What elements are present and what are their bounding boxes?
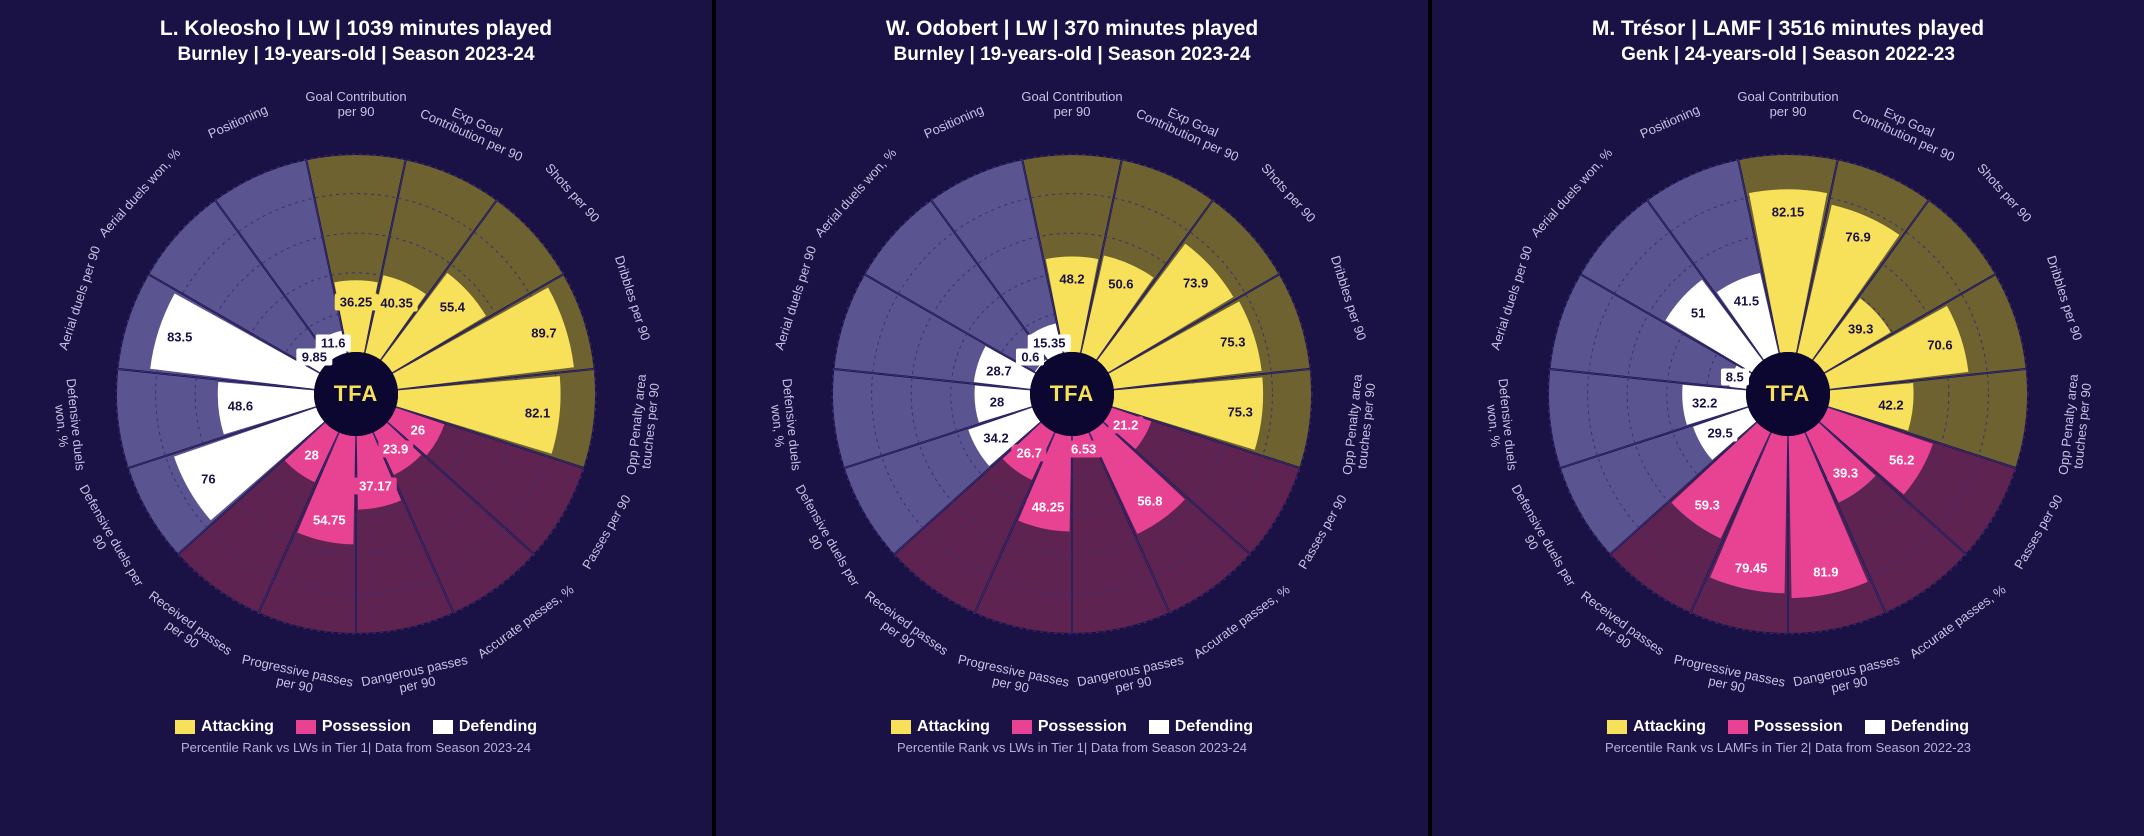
- legend-swatch: [1149, 720, 1169, 734]
- legend-label: Defending: [1175, 718, 1253, 736]
- legend-swatch: [891, 720, 911, 734]
- legend-label: Attacking: [917, 718, 990, 736]
- panel-title: W. Odobert | LW | 370 minutes played: [886, 16, 1258, 42]
- legend-swatch: [433, 720, 453, 734]
- legend-label: Attacking: [201, 718, 274, 736]
- legend: Attacking Possession Defending: [175, 718, 537, 736]
- legend-item-defending: Defending: [1865, 718, 1969, 736]
- panel-subtitle: Genk | 24-years-old | Season 2022-23: [1621, 44, 1955, 66]
- panel-title: M. Trésor | LAMF | 3516 minutes played: [1592, 16, 1984, 42]
- legend-item-attacking: Attacking: [175, 718, 274, 736]
- legend-item-defending: Defending: [1149, 718, 1253, 736]
- panel-subtitle: Burnley | 19-years-old | Season 2023-24: [893, 44, 1250, 66]
- panel-title: L. Koleosho | LW | 1039 minutes played: [160, 16, 552, 42]
- legend-swatch: [1012, 720, 1032, 734]
- center-logo: TFA: [314, 352, 398, 436]
- footer-note: Percentile Rank vs LAMFs in Tier 2| Data…: [1605, 740, 1971, 755]
- legend-label: Defending: [1891, 718, 1969, 736]
- legend-label: Possession: [1038, 718, 1127, 736]
- radar-chart: TFAGoal Contribution per 90Exp Goal Cont…: [752, 74, 1392, 714]
- legend-swatch: [1728, 720, 1748, 734]
- legend-item-possession: Possession: [1728, 718, 1843, 736]
- player-panel: L. Koleosho | LW | 1039 minutes playedBu…: [0, 0, 712, 836]
- footer-note: Percentile Rank vs LWs in Tier 1| Data f…: [897, 740, 1247, 755]
- legend-swatch: [1865, 720, 1885, 734]
- legend-label: Possession: [1754, 718, 1843, 736]
- legend-item-attacking: Attacking: [891, 718, 990, 736]
- player-panel: W. Odobert | LW | 370 minutes playedBurn…: [716, 0, 1428, 836]
- center-logo: TFA: [1746, 352, 1830, 436]
- legend-item-possession: Possession: [296, 718, 411, 736]
- panel-subtitle: Burnley | 19-years-old | Season 2023-24: [177, 44, 534, 66]
- legend-swatch: [175, 720, 195, 734]
- footer-note: Percentile Rank vs LWs in Tier 1| Data f…: [181, 740, 531, 755]
- legend-item-defending: Defending: [433, 718, 537, 736]
- legend: Attacking Possession Defending: [1607, 718, 1969, 736]
- legend-swatch: [296, 720, 316, 734]
- legend-label: Possession: [322, 718, 411, 736]
- radar-chart: TFAGoal Contribution per 90Exp Goal Cont…: [36, 74, 676, 714]
- legend-swatch: [1607, 720, 1627, 734]
- legend-item-attacking: Attacking: [1607, 718, 1706, 736]
- player-panel: M. Trésor | LAMF | 3516 minutes playedGe…: [1432, 0, 2144, 836]
- radar-chart: TFAGoal Contribution per 90Exp Goal Cont…: [1468, 74, 2108, 714]
- legend: Attacking Possession Defending: [891, 718, 1253, 736]
- center-logo: TFA: [1030, 352, 1114, 436]
- legend-label: Attacking: [1633, 718, 1706, 736]
- legend-label: Defending: [459, 718, 537, 736]
- legend-item-possession: Possession: [1012, 718, 1127, 736]
